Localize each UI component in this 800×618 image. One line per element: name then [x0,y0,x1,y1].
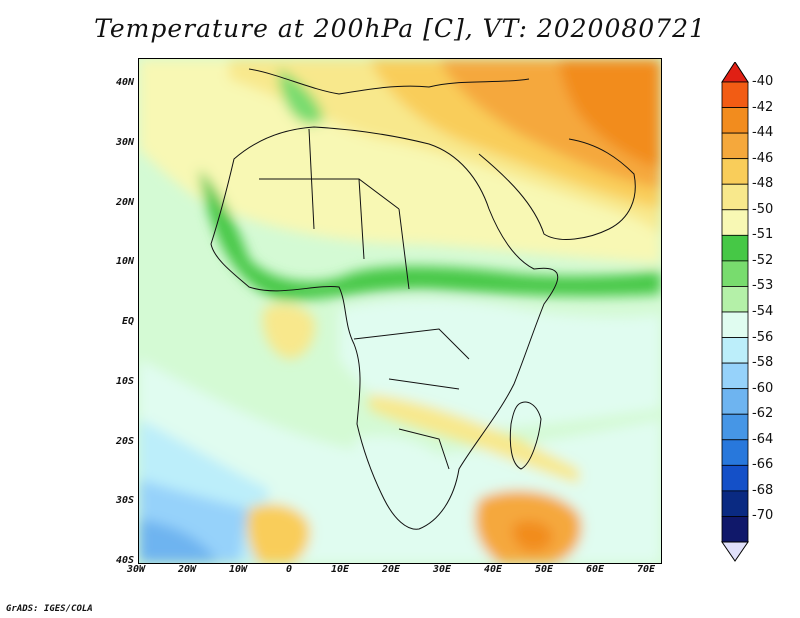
madagascar-coastline [509,401,542,470]
colorbar-swatch [721,209,749,236]
lon-tick-label: 50E [534,564,554,575]
colorbar-swatch [721,337,749,364]
arabia-coastline [478,138,636,240]
field-cold-southwest-core [139,519,219,563]
colorbar-level-label: -56 [752,329,774,345]
colorbar-swatch [721,413,749,441]
colorbar-level-label: -46 [752,150,774,166]
lat-tick-label: 10N [115,256,134,268]
lat-tick-label: 40N [115,77,134,88]
chart-title: Temperature at 200hPa [C], VT: 202008072… [94,14,706,43]
colorbar-swatch [721,439,749,466]
colorbar-swatch [721,107,749,134]
colorbar-swatch [721,183,749,211]
lon-tick-label: 20E [381,564,401,575]
colorbar-level-label: -53 [752,278,774,294]
colorbar [721,62,749,562]
field-cold-pocket-north [278,69,324,125]
europe-coastline [248,68,530,95]
lat-tick-label: 40S [115,555,134,566]
colorbar-level-label: -62 [752,406,774,422]
colorbar-swatch [721,311,749,338]
colorbar-level-label: -70 [752,508,774,524]
colorbar-level-label: -54 [752,304,774,319]
temperature-fields [139,59,661,563]
lon-tick-label: 30E [432,564,452,575]
colorbar-level-label: -48 [752,176,774,192]
lat-tick-label: 10S [115,375,134,387]
colorbar-level-label: -42 [752,99,774,115]
africa-coastline [210,126,559,530]
field-southern-africa-cool [354,435,450,529]
field-warm-pocket-sw [247,504,310,563]
field-west-africa-cold [199,169,661,300]
colorbar-level-label: -50 [752,201,774,217]
colorbar-level-label: -58 [752,355,774,371]
colorbar-swatch [721,260,749,287]
colorbar-swatch [721,516,749,543]
lat-tick-label: EQ [121,316,134,327]
colorbar-swatch [721,234,749,262]
colorbar-level-label: -40 [752,74,774,89]
field-warm-core-se [512,520,554,552]
colorbar-swatch [721,132,749,160]
credit-text: GrADS: IGES/COLA [6,604,93,614]
field-iran-hottest [559,59,661,169]
colorbar-top-triangle [721,62,749,83]
colorbar-level-label: -52 [752,252,774,268]
colorbar-level-label: -60 [752,380,774,396]
colorbar-swatch [721,158,749,185]
colorbar-swatch [721,388,749,415]
field-central-warm-band [369,394,579,484]
lat-tick-label: 30N [115,136,134,148]
lon-tick-label: 30W [126,564,146,575]
colorbar-swatch [721,362,749,390]
lon-tick-label: 10E [330,564,350,575]
colorbar-swatch [721,490,749,517]
lat-tick-label: 20S [115,435,134,447]
field-warm-pocket-gulf [262,303,315,359]
lon-tick-label: 10W [228,564,248,575]
colorbar-level-label: -51 [752,227,774,243]
coastlines-borders [210,68,636,530]
colorbar-level-label: -68 [752,482,774,498]
colorbar-swatch [721,81,749,108]
field-equatorial-cool [339,299,661,429]
lat-tick-label: 20N [115,196,134,208]
colorbar-level-label: -66 [752,457,774,473]
colorbar-swatch [721,286,749,313]
lon-tick-label: 0 [285,564,293,575]
lon-tick-label: 70E [636,564,656,575]
colorbar-swatch [721,464,749,492]
colorbar-bottom-triangle [721,541,749,562]
lat-tick-label: 30S [115,495,134,507]
map-plot-area [138,58,662,564]
lon-tick-label: 40E [483,564,503,575]
lon-tick-label: 20W [177,564,197,575]
border-sahara [259,128,410,290]
lon-tick-label: 60E [585,564,605,575]
temperature-map [139,59,661,563]
colorbar-level-label: -44 [752,125,774,141]
border-central [353,328,470,470]
colorbar-level-label: -64 [752,431,774,447]
